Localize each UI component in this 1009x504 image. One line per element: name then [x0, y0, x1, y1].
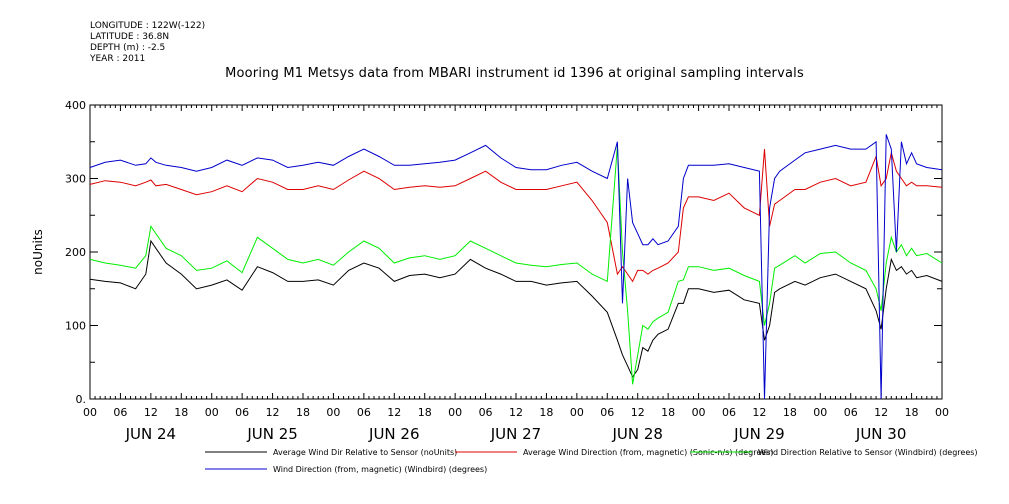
- y-tick-label: 400: [65, 99, 86, 112]
- year-label: YEAR : 2011: [90, 54, 146, 64]
- legend-label: Wind Direction (from, magnetic) (Windbir…: [273, 465, 487, 474]
- x-tick-label: 12: [144, 406, 158, 419]
- y-tick-label: 200: [65, 246, 86, 259]
- y-tick-label: 100: [65, 320, 86, 333]
- plot-frame: [89, 104, 943, 400]
- longitude-label: LONGITUDE : 122W(-122): [90, 21, 206, 31]
- latitude-label: LATITUDE : 36.8N: [90, 32, 170, 42]
- x-tick-label: 00: [935, 406, 949, 419]
- x-tick-label: 00: [570, 406, 584, 419]
- x-tick-label: 06: [113, 406, 127, 419]
- chart-title: Mooring M1 Metsys data from MBARI instru…: [225, 66, 804, 81]
- x-tick-label: 00: [448, 406, 462, 419]
- x-tick-label: 00: [692, 406, 706, 419]
- x-tick-label: 18: [296, 406, 310, 419]
- x-tick-label: 06: [479, 406, 493, 419]
- legend: Average Wind Dir Relative to Sensor (noU…: [205, 448, 978, 474]
- station-metadata: LONGITUDE : 122W(-122) LATITUDE : 36.8N …: [90, 21, 205, 65]
- x-tick-label: 00: [83, 406, 97, 419]
- x-tick-label: 06: [722, 406, 736, 419]
- x-tick-label: 00: [813, 406, 827, 419]
- x-tick-label: 00: [326, 406, 340, 419]
- x-tick-label: 18: [174, 406, 188, 419]
- x-tick-label: 12: [387, 406, 401, 419]
- x-tick-label: 18: [783, 406, 797, 419]
- x-tick-label: 18: [661, 406, 675, 419]
- x-tick-label: 06: [357, 406, 371, 419]
- y-tick-label: 0.: [76, 393, 87, 406]
- date-label: JUN 29: [733, 425, 784, 443]
- date-label: JUN 27: [490, 425, 541, 443]
- date-label: JUN 25: [246, 425, 297, 443]
- date-label: JUN 24: [125, 425, 176, 443]
- series-line-3: [89, 145, 943, 385]
- x-tick-label: 06: [844, 406, 858, 419]
- y-axis: 0. 100 200 300 400: [65, 99, 942, 406]
- x-tick-label: 12: [752, 406, 766, 419]
- x-tick-label: 06: [600, 406, 614, 419]
- legend-label: Wind Direction Relative to Sensor (Windb…: [758, 448, 978, 457]
- x-tick-label: 12: [631, 406, 645, 419]
- x-tick-label: 18: [418, 406, 432, 419]
- series-line-1: [89, 239, 943, 378]
- date-label: JUN 28: [611, 425, 662, 443]
- legend-label: Average Wind Direction (from, magnetic) …: [523, 448, 773, 457]
- series-group: [89, 134, 943, 400]
- x-tick-label: 18: [539, 406, 553, 419]
- x-tick-label: 12: [266, 406, 280, 419]
- date-label: JUN 26: [368, 425, 419, 443]
- date-label: JUN 30: [855, 425, 906, 443]
- x-tick-label: 00: [205, 406, 219, 419]
- depth-label: DEPTH (m) : -2.5: [90, 43, 166, 53]
- legend-label: Average Wind Dir Relative to Sensor (noU…: [273, 448, 457, 457]
- x-axis: 00 06 12 18 00 06 12 18 00 06 12 18 00 06 12 18 00 06 12 18…: [83, 105, 949, 443]
- x-tick-label: 12: [874, 406, 888, 419]
- series-line-2: [89, 149, 943, 283]
- x-tick-label: 06: [235, 406, 249, 419]
- series-line-4: [89, 134, 943, 400]
- x-tick-label: 12: [509, 406, 523, 419]
- x-tick-label: 18: [905, 406, 919, 419]
- y-axis-label: noUnits: [31, 229, 45, 275]
- y-tick-label: 300: [65, 173, 86, 186]
